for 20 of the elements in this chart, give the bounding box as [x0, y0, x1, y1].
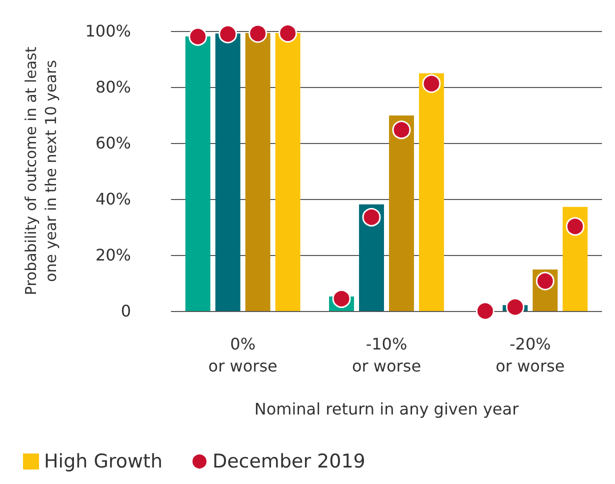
y-tick-label: 60% — [95, 134, 131, 152]
bar — [185, 36, 210, 311]
bar — [245, 32, 270, 311]
bar — [389, 116, 414, 311]
bar — [275, 32, 300, 311]
x-tick-label: -10% or worse — [352, 334, 422, 376]
bar — [418, 73, 444, 311]
legend-label: High Growth — [44, 450, 162, 472]
x-tick-label: -20% or worse — [496, 334, 565, 376]
bar — [359, 204, 384, 311]
x-tick-label: 0% or worse — [208, 334, 278, 376]
y-tick-label: 40% — [95, 190, 131, 208]
y-tick-label: 0 — [120, 302, 131, 320]
y-tick-label: 80% — [95, 78, 131, 96]
y-tick-label: 100% — [85, 22, 131, 40]
y-tick-label: 20% — [95, 246, 131, 264]
y-axis-title: Probability of outcome in at least one year in the next 10 years — [22, 46, 60, 296]
bar — [215, 34, 240, 311]
legend-label: December 2019 — [212, 450, 366, 472]
x-axis-title: Nominal return in any given year — [254, 400, 520, 418]
